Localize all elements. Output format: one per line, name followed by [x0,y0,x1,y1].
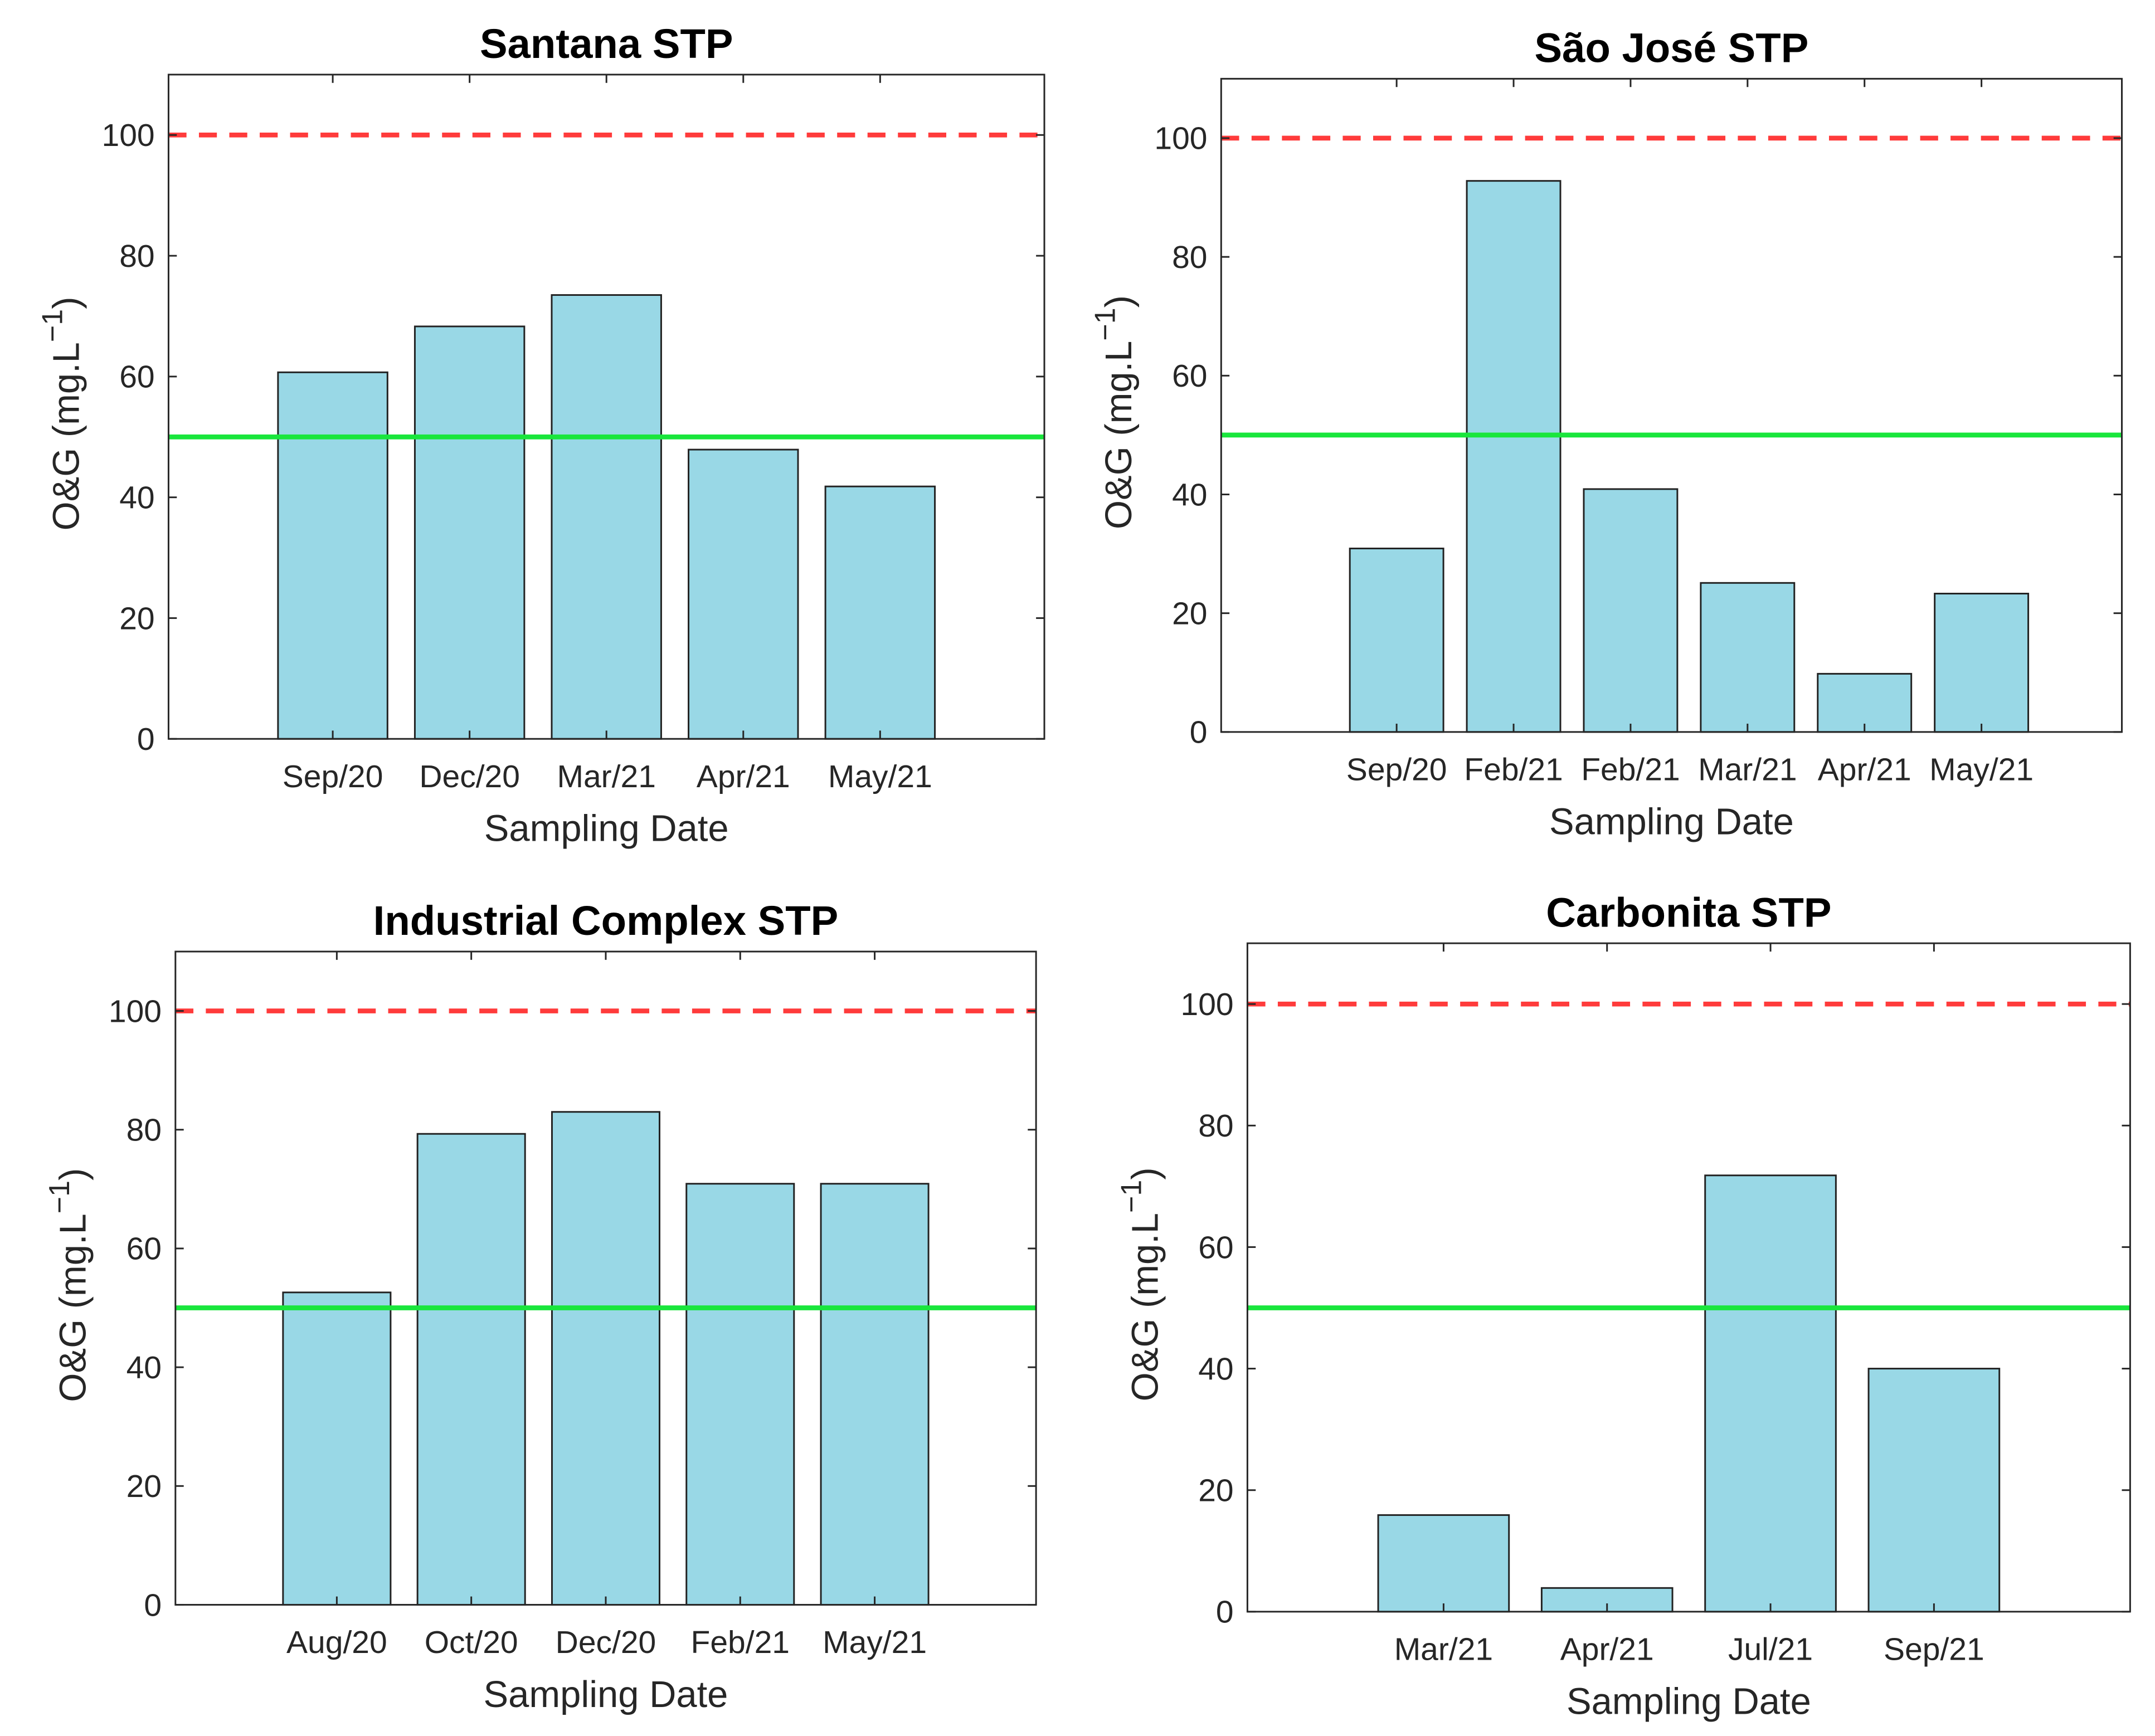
chart-title: Santana STP [480,21,733,67]
bar [1377,1514,1510,1613]
x-axis-label: Sampling Date [1567,1680,1811,1722]
x-tick-label: Sep/20 [283,759,383,794]
y-tick-label: 20 [1172,596,1207,631]
y-axis-label-superscript: −1 [43,1181,76,1213]
y-axis-label-text: O&G (mg.L [1124,1213,1166,1401]
chart-panel: 0 20 40 60 80 100 Mar/21 Apr/21 Jul/21 Sep/21 Carb… [1116,889,2131,1722]
y-axis-label-superscript: −1 [1089,308,1121,340]
x-tick-label: May/21 [828,759,932,794]
y-tick-label: 0 [1216,1594,1234,1630]
y-tick-label: 40 [1172,477,1207,513]
bar [416,1133,526,1606]
x-tick-label: May/21 [823,1625,927,1660]
y-tick-label: 100 [109,993,162,1029]
bar [282,1291,392,1606]
x-tick-label: Apr/21 [697,759,790,794]
y-tick-label: 0 [137,721,155,757]
chart-title: Carbonita STP [1546,889,1831,935]
x-tick-label: Mar/21 [1698,752,1797,788]
y-tick-label: 60 [127,1231,162,1267]
x-tick-label: Feb/21 [1464,752,1563,788]
bar [277,371,388,740]
y-tick-label: 20 [127,1469,162,1504]
bar [1349,547,1444,733]
y-axis-label: O&G (mg.L−1) [1116,1167,1166,1401]
y-axis-label-text: O&G (mg.L [52,1213,94,1402]
y-tick-label: 80 [119,238,154,274]
bar [1867,1368,2001,1613]
y-tick-label: 80 [127,1113,162,1148]
y-tick-label: 60 [119,359,154,395]
y-axis-label: O&G (mg.L−1) [37,296,87,530]
bar [820,1183,930,1606]
axes-box [1220,77,2123,733]
y-tick-label: 60 [1198,1230,1233,1265]
bar [824,485,936,740]
y-tick-label: 20 [1198,1473,1233,1509]
y-axis-label-close: ) [1124,1167,1166,1179]
x-tick-label: Jul/21 [1728,1632,1813,1667]
chart-title: São José STP [1535,25,1809,71]
x-axis-label: Sampling Date [484,808,729,850]
bar [414,325,526,740]
bar [1466,180,1561,733]
bar [551,294,662,740]
x-tick-label: Aug/20 [286,1625,387,1660]
y-tick-label: 40 [1198,1351,1233,1387]
y-axis-label: O&G (mg.L−1) [43,1168,94,1402]
y-axis-label-text: O&G (mg.L [1098,341,1140,529]
axes-box [1246,942,2131,1613]
y-tick-label: 100 [102,118,155,153]
x-tick-label: Sep/20 [1346,752,1447,788]
y-tick-label: 0 [144,1587,162,1623]
x-tick-label: Sep/21 [1884,1632,1984,1667]
x-tick-label: Mar/21 [1394,1632,1493,1667]
y-axis-label-text: O&G (mg.L [45,342,87,530]
x-tick-label: Oct/20 [425,1625,518,1660]
y-axis-label: O&G (mg.L−1) [1089,295,1140,529]
x-tick-label: Dec/20 [419,759,520,794]
y-axis-label-close: ) [52,1168,94,1181]
y-tick-label: 0 [1190,715,1208,750]
x-tick-label: Apr/21 [1560,1632,1654,1667]
bar [685,1183,795,1606]
y-tick-label: 40 [127,1350,162,1386]
chart-panel: 0 20 40 60 80 100 Aug/20 Oct/20 Dec/20 Feb/21 May/… [43,898,1037,1715]
y-tick-label: 100 [1181,987,1234,1022]
y-tick-label: 60 [1172,358,1207,394]
y-axis-label-close: ) [45,296,87,309]
y-tick-label: 80 [1172,240,1207,275]
x-tick-label: Dec/20 [556,1625,656,1660]
bar [551,1111,660,1606]
x-tick-label: Mar/21 [557,759,656,794]
chart-panel: 0 20 40 60 80 100 Sep/20 Dec/20 Mar/21 Apr/21 May/… [37,21,1045,850]
bar [1817,672,1913,733]
y-axis-label-close: ) [1098,295,1140,308]
y-axis-label-superscript: −1 [37,309,69,342]
y-tick-label: 40 [119,480,154,515]
bar [1704,1174,1837,1613]
y-axis-label-superscript: −1 [1116,1180,1148,1213]
y-tick-label: 20 [119,601,154,636]
x-tick-label: Apr/21 [1818,752,1911,788]
bar [1583,488,1679,733]
bar [1934,592,2030,733]
bar [1700,582,1796,733]
bar [688,448,799,740]
x-tick-label: Feb/21 [1581,752,1680,788]
chart-panel: 0 20 40 60 80 100 Sep/20 Feb/21 Feb/21 Mar/21 Apr/… [1089,25,2123,842]
x-axis-label: Sampling Date [484,1674,728,1715]
y-tick-label: 100 [1154,121,1207,157]
x-tick-label: Feb/21 [691,1625,790,1660]
y-tick-label: 80 [1198,1108,1233,1144]
chart-title: Industrial Complex STP [373,898,839,944]
x-axis-label: Sampling Date [1549,801,1794,842]
x-tick-label: May/21 [1929,752,2034,788]
